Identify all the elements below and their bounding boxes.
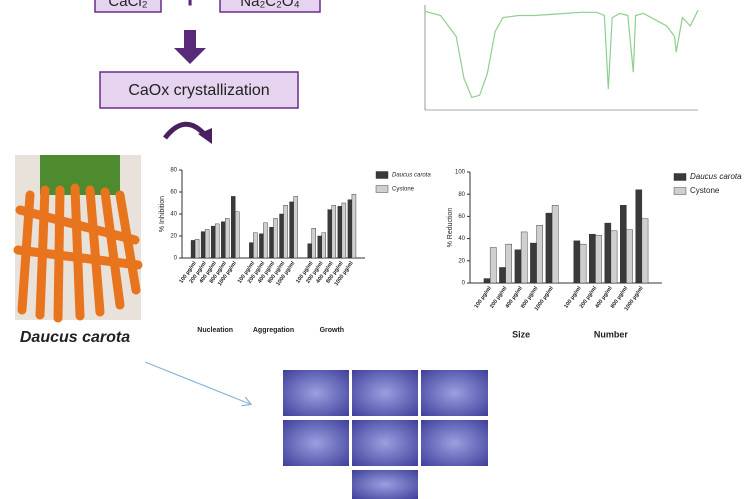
bar	[641, 218, 649, 284]
bar	[259, 233, 264, 259]
bar	[307, 243, 312, 259]
legend-label: Cystone	[690, 186, 720, 195]
y-tick-label: 80	[458, 192, 465, 198]
group-label: Number	[594, 329, 629, 339]
bar	[190, 240, 196, 259]
bar	[347, 199, 353, 259]
y-tick-label: 60	[170, 190, 177, 196]
bar	[200, 231, 206, 259]
y-tick-label: 40	[458, 236, 465, 242]
group-label: Aggregation	[253, 327, 294, 334]
bar	[536, 225, 543, 284]
bar	[214, 223, 220, 259]
bar	[499, 267, 506, 284]
y-tick-label: 100	[455, 170, 466, 176]
bar	[351, 193, 357, 259]
bar	[194, 239, 200, 259]
bar	[595, 235, 602, 284]
bar	[225, 218, 230, 259]
process-box	[99, 71, 299, 109]
micrographs	[283, 370, 488, 499]
bar	[253, 232, 258, 259]
bar	[321, 232, 326, 259]
y-tick-label: 20	[170, 234, 177, 240]
y-tick-label: 20	[458, 258, 465, 264]
legend-label: Cystone	[392, 187, 415, 193]
bar	[626, 229, 633, 284]
bar	[221, 221, 226, 259]
curved-arrow-head	[198, 128, 212, 144]
bar	[293, 196, 298, 259]
bar	[619, 205, 627, 284]
plus: +	[182, 0, 198, 13]
bar	[249, 242, 254, 259]
legend-swatch	[375, 171, 389, 179]
group-label: Size	[512, 329, 530, 339]
y-tick-label: 0	[174, 256, 178, 262]
legend-swatch	[375, 185, 389, 193]
bar	[551, 205, 559, 284]
bar	[317, 235, 322, 259]
process: CaOx crystallization	[128, 82, 269, 99]
bar	[514, 249, 522, 284]
bar	[545, 212, 553, 284]
reagent: Na₂C₂O₄	[240, 0, 299, 10]
group-label: Growth	[320, 327, 345, 334]
legend-label: Daucus carota	[392, 173, 431, 179]
bar	[311, 228, 316, 259]
group-label: Nucleation	[197, 327, 233, 334]
bar	[589, 233, 596, 284]
bar	[263, 222, 268, 259]
bar	[520, 231, 528, 284]
y-axis-label: % Reduction	[447, 208, 454, 248]
bar	[341, 202, 347, 259]
pointer-arrow	[144, 361, 250, 404]
bar	[204, 229, 210, 259]
reagent-box	[94, 0, 162, 13]
reagent-box	[219, 0, 321, 13]
bar	[604, 222, 612, 284]
bar	[579, 243, 587, 284]
bar	[327, 209, 333, 259]
down-arrow	[174, 30, 206, 64]
bar	[573, 240, 581, 284]
legend-swatch	[673, 173, 687, 181]
legend-swatch	[673, 187, 687, 195]
y-tick-label: 40	[170, 212, 177, 218]
y-axis-label: % Inhibition	[159, 196, 166, 232]
bar	[489, 247, 497, 284]
bar	[483, 278, 491, 284]
y-tick-label: 0	[462, 281, 466, 287]
bar	[210, 225, 216, 259]
bar	[289, 201, 294, 259]
spectrum-line	[424, 10, 699, 99]
carrot-photo	[13, 155, 143, 323]
plant-label: Daucus carota	[20, 329, 130, 346]
bar	[235, 211, 240, 259]
y-tick-label: 80	[170, 168, 177, 174]
bar	[530, 242, 537, 284]
reagent: CaCl₂	[108, 0, 147, 10]
bar	[331, 204, 337, 259]
bar	[231, 196, 236, 259]
y-tick-label: 60	[458, 214, 465, 220]
legend-label: Daucus carota	[690, 172, 742, 181]
bar	[269, 226, 274, 259]
bar	[635, 189, 643, 284]
bar	[283, 204, 288, 259]
bar	[505, 243, 513, 284]
bar	[610, 230, 618, 284]
bar	[337, 206, 343, 259]
bar	[273, 218, 278, 259]
curved-arrow	[163, 121, 207, 140]
bar	[279, 213, 284, 259]
